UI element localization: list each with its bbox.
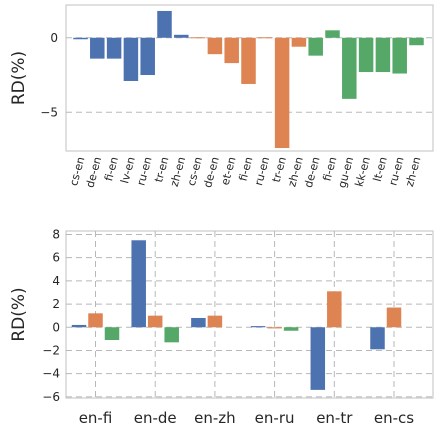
bottom-xtick-label: en-ru	[255, 409, 295, 427]
bottom-bar-en-cs	[370, 327, 385, 350]
top-xtick-label: et-en	[219, 155, 239, 186]
top-bar-kk-en	[358, 37, 374, 73]
bottom-bar-en-zh	[191, 317, 206, 328]
top-bar-et-en	[224, 37, 239, 64]
top-bar-fi-en	[106, 37, 122, 59]
top-bar-de-en	[207, 37, 223, 55]
bottom-ytick-label: 0	[52, 320, 60, 334]
top-xtick-label: ru-en	[134, 155, 154, 187]
bottom-bar-en-ru	[267, 327, 282, 329]
top-bar-cs-en	[73, 37, 88, 40]
bottom-xtick-label: en-tr	[316, 409, 353, 427]
top-bar-de-en	[308, 37, 323, 56]
bottom-bar-en-de	[164, 327, 179, 343]
bottom-bar-en-fi	[88, 313, 103, 328]
top-xtick-label: tr-en	[270, 155, 289, 183]
top-bar-fi-en	[241, 37, 256, 84]
bottom-bar-en-ru	[250, 326, 266, 328]
top-bar-tr-en	[274, 37, 290, 149]
top-bar-zh-en	[291, 37, 307, 47]
top-bar-gu-en	[342, 37, 357, 99]
bottom-bar-en-cs	[386, 307, 402, 328]
top-bar-fi-en	[325, 30, 340, 38]
bottom-xtick-label: en-cs	[374, 409, 414, 427]
bottom-bar-en-fi	[71, 324, 87, 328]
top-bar-ru-en	[392, 37, 407, 74]
top-xtick-label: lt-en	[371, 155, 390, 183]
bottom-ytick-label: 2	[52, 297, 60, 311]
top-y-axis-label: RD(%)	[9, 51, 29, 105]
top-bar-cs-en	[190, 37, 206, 39]
top-bar-zh-en	[174, 34, 189, 38]
top-xtick-label: tr-en	[152, 155, 171, 183]
top-xtick-label: ru-en	[252, 155, 272, 187]
top-ytick-label: −5	[40, 105, 58, 119]
bottom-y-axis-label: RD(%)	[9, 287, 29, 341]
bottom-ytick-label: −4	[42, 367, 60, 381]
bottom-ytick-label: 8	[52, 227, 60, 241]
bottom-xtick-label: en-fi	[79, 409, 113, 427]
top-bar-de-en	[90, 37, 105, 59]
bottom-ytick-label: −2	[42, 343, 60, 357]
bottom-ytick-label: 4	[52, 274, 60, 288]
bottom-bar-en-tr	[327, 291, 342, 328]
top-xtick-label: fi-en	[102, 155, 121, 182]
bottom-xtick-label: en-de	[134, 409, 177, 427]
bottom-ytick-label: −6	[42, 390, 60, 404]
top-bar-lt-en	[375, 37, 391, 73]
bottom-bar-en-ru	[283, 327, 299, 331]
bottom-xtick-label: en-zh	[194, 409, 236, 427]
top-xtick-label: fi-en	[236, 155, 255, 182]
top-bar-ru-en	[258, 37, 273, 39]
top-xtick-label: fi-en	[320, 155, 339, 182]
bottom-bar-en-de	[147, 315, 163, 328]
bottom-bar-en-de	[131, 240, 146, 328]
top-bar-tr-en	[157, 10, 172, 38]
top-ytick-label: 0	[50, 31, 58, 45]
bottom-bar-en-zh	[207, 315, 223, 328]
top-bar-zh-en	[409, 37, 424, 46]
bottom-bar-en-fi	[104, 327, 120, 341]
bottom-bar-en-tr	[310, 327, 326, 390]
top-bar-ru-en	[140, 37, 155, 76]
bottom-ytick-label: 6	[52, 251, 60, 265]
top-bar-lv-en	[123, 37, 139, 81]
bottom-chart-frame	[65, 230, 434, 399]
